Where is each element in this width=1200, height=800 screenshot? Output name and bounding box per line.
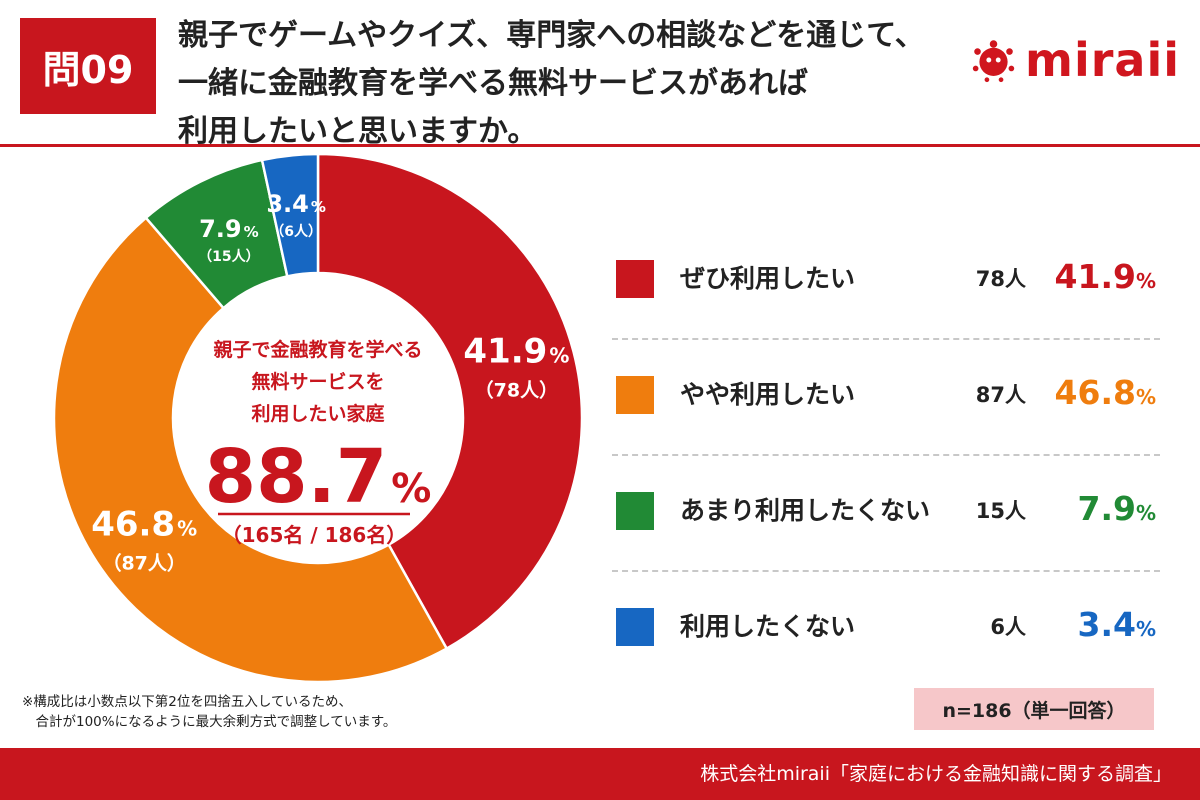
footnote-line-2: 合計が100%になるように最大余剰方式で調整しています。 — [22, 714, 397, 730]
miraii-logo: miraii — [970, 30, 1180, 90]
donut-chart: 41.9 % （78人） 46.8 % （87人） 7.9 % （15人） 3.4 % （6人） 親子… — [52, 152, 584, 684]
legend-label: あまり利用したくない — [680, 496, 931, 525]
legend-label: やや利用したい — [680, 380, 856, 409]
splash-logo-icon — [972, 40, 1015, 83]
question-text: 親子でゲームやクイズ、専門家への相談などを通じて、 一緒に金融教育を学べる無料サ… — [178, 12, 938, 156]
slice-count-label: （6人） — [270, 223, 322, 240]
legend-swatch — [616, 376, 654, 414]
legend-swatch — [616, 608, 654, 646]
legend-separator — [612, 454, 1160, 456]
slice-percent-label: 46.8% — [91, 504, 197, 544]
legend-percent: 46.8% — [1054, 373, 1156, 412]
legend-item: 利用したくない 6人 3.4% — [612, 598, 1160, 714]
slice-definitely — [316, 152, 584, 651]
legend-count: 15人 — [975, 499, 1026, 523]
donut-slice-labels: 41.9 % （78人） 46.8 % （87人） 7.9 % （15人） 3.4 % （6人） — [91, 190, 569, 574]
legend-item: ぜひ利用したい 78人 41.9% — [612, 250, 1160, 366]
question-line-3: 利用したいと思いますか。 — [178, 114, 538, 149]
footnote: ※構成比は小数点以下第2位を四捨五入しているため、 合計が100%になるように最… — [22, 692, 396, 732]
legend-percent: 7.9% — [1077, 489, 1156, 528]
legend-item: やや利用したい 87人 46.8% — [612, 366, 1160, 482]
center-ratio: （165名 / 186名） — [222, 523, 407, 547]
legend-percent: 3.4% — [1077, 605, 1156, 644]
slice-percent-label: 41.9% — [463, 331, 569, 371]
slice-count-label: （78人） — [475, 378, 558, 401]
legend-percent: 41.9% — [1054, 257, 1156, 296]
slice-count-label: （87人） — [102, 551, 185, 574]
legend-label: ぜひ利用したい — [680, 264, 856, 293]
question-badge: 問09 — [20, 18, 156, 114]
header-divider — [0, 144, 1200, 147]
legend-count: 6人 — [990, 615, 1026, 639]
legend-separator — [612, 338, 1160, 340]
legend-count: 87人 — [975, 383, 1026, 407]
slice-percent-label: 7.9% — [199, 215, 259, 243]
donut-center: 親子で金融教育を学べる 無料サービスを 利用したい家庭 88.7% （165名 … — [205, 338, 432, 547]
center-line-2: 無料サービスを — [251, 370, 384, 393]
question-line-2: 一緒に金融教育を学べる無料サービスがあれば — [178, 66, 808, 101]
legend-swatch — [616, 492, 654, 530]
center-line-1: 親子で金融教育を学べる — [213, 338, 422, 361]
question-line-1: 親子でゲームやクイズ、専門家への相談などを通じて、 — [178, 18, 925, 53]
donut-slices — [52, 152, 584, 684]
center-line-3: 利用したい家庭 — [251, 402, 384, 425]
legend-item: あまり利用したくない 15人 7.9% — [612, 482, 1160, 598]
center-total-value: 88.7 — [205, 434, 388, 520]
slice-count-label: （15人） — [198, 248, 259, 265]
center-total: 88.7% — [205, 434, 432, 520]
logo-wordmark: miraii — [1025, 33, 1180, 87]
legend-separator — [612, 570, 1160, 572]
slice-not — [260, 152, 320, 278]
sample-size-badge: n=186（単一回答） — [914, 688, 1154, 730]
legend-swatch — [616, 260, 654, 298]
slice-percent-label: 3.4% — [266, 190, 326, 218]
footer-bar: 株式会社miraii「家庭における金融知識に関する調査」 — [0, 748, 1200, 800]
footer-source: 株式会社miraii「家庭における金融知識に関する調査」 — [700, 763, 1172, 785]
footnote-line-1: ※構成比は小数点以下第2位を四捨五入しているため、 — [22, 694, 352, 710]
legend: ぜひ利用したい 78人 41.9% やや利用したい 87人 46.8% あまり利… — [612, 250, 1160, 714]
legend-count: 78人 — [975, 267, 1026, 291]
slice-somewhat — [52, 216, 449, 684]
center-total-unit: % — [391, 466, 431, 512]
legend-label: 利用したくない — [680, 612, 856, 641]
